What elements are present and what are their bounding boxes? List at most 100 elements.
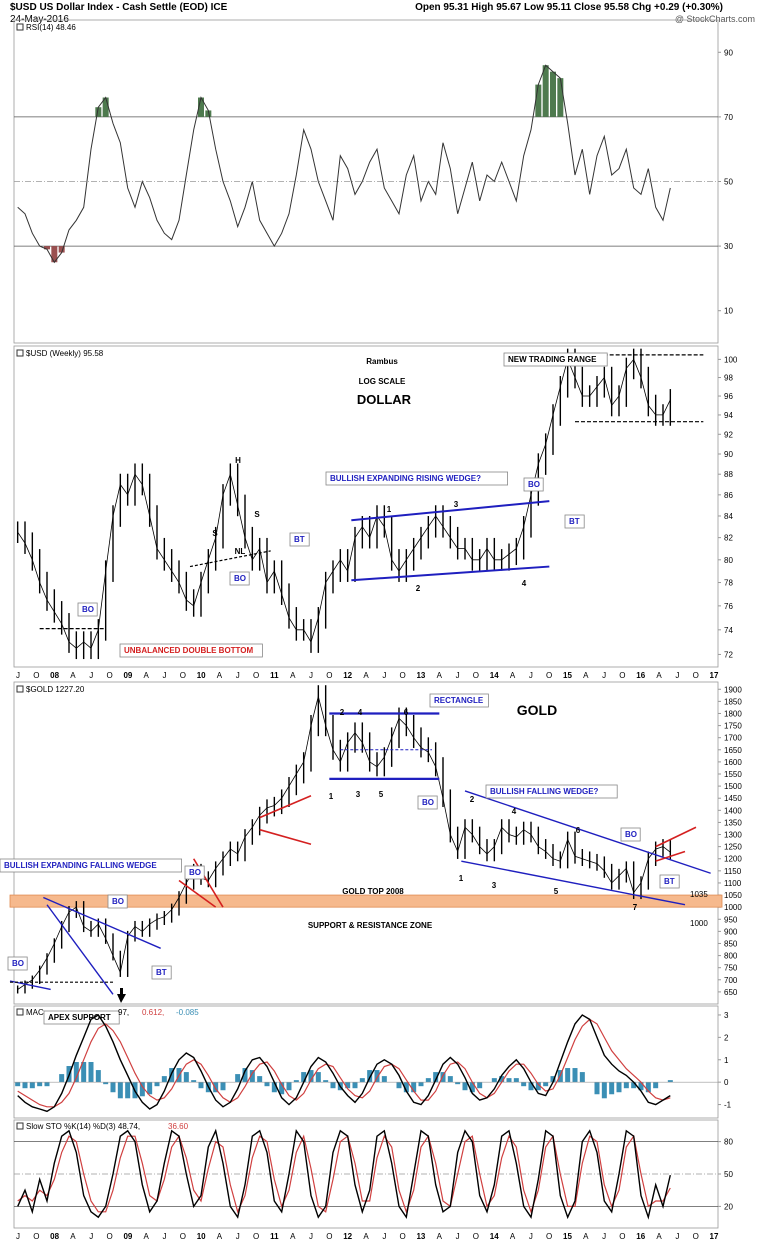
gold-ytick-label: 750 xyxy=(724,964,738,973)
macd-histogram-bar xyxy=(491,1078,497,1083)
usd-x-label: 15 xyxy=(563,671,572,680)
sto-x-label: 13 xyxy=(416,1232,425,1241)
gold-rect-wave-label: 3 xyxy=(356,790,361,799)
macd-histogram-bar xyxy=(161,1076,167,1083)
usd-author-label: Rambus xyxy=(366,357,398,366)
gold-rectangle-callout: RECTANGLE xyxy=(434,696,484,705)
usd-neckline-label: NL xyxy=(235,547,246,556)
macd-line xyxy=(17,1014,671,1113)
gold-rect-wave-label: 1 xyxy=(329,792,334,801)
macd-ytick-label: -1 xyxy=(724,1101,732,1110)
macd-histogram-bar xyxy=(374,1070,380,1083)
gold-top-2008-label: GOLD TOP 2008 xyxy=(342,887,404,896)
sto-x-label: O xyxy=(253,1232,259,1241)
macd-histogram-bar xyxy=(59,1074,65,1083)
usd-x-label: A xyxy=(510,671,516,680)
sto-x-label: 15 xyxy=(563,1232,572,1241)
macd-legend-icon xyxy=(16,1008,24,1016)
gold-ytick-label: 1200 xyxy=(724,855,742,864)
sto-x-label: 11 xyxy=(270,1232,279,1241)
rsi-overbought-fill xyxy=(557,78,564,117)
chart-header: $USD US Dollar Index - Cash Settle (EOD)… xyxy=(10,2,755,25)
rsi-ytick-label: 50 xyxy=(724,178,733,187)
usd-ytick-label: 92 xyxy=(724,430,733,439)
gold-ytick-label: 1500 xyxy=(724,782,742,791)
macd-histogram-bar xyxy=(330,1082,336,1089)
gold-ytick-label: 1650 xyxy=(724,746,742,755)
sto-x-label: A xyxy=(144,1232,150,1241)
usd-wave-label: 1 xyxy=(387,505,392,514)
macd-histogram-bar xyxy=(411,1082,417,1093)
gold-falling-wedge-callout: BULLISH FALLING WEDGE? xyxy=(490,787,599,796)
sto-legend-icon xyxy=(16,1122,24,1130)
gold-wedge-wave-label: 2 xyxy=(470,795,475,804)
gold-legend-icon xyxy=(16,685,24,693)
usd-x-label: 17 xyxy=(710,671,719,680)
sto-x-label: A xyxy=(510,1232,516,1241)
gold-ytick-label: 700 xyxy=(724,976,738,985)
usd-x-label: 13 xyxy=(416,671,425,680)
macd-histogram-bar xyxy=(15,1082,21,1087)
macd-histogram-bar xyxy=(345,1082,351,1089)
usd-x-label: 09 xyxy=(123,671,132,680)
macd-panel-frame xyxy=(13,1005,719,1119)
gold-ytick-label: 1900 xyxy=(724,685,742,694)
macd-histogram-bar xyxy=(279,1082,285,1095)
macd-histogram-bar xyxy=(513,1078,519,1083)
usd-x-label: J xyxy=(236,671,240,680)
macd-histogram-bar xyxy=(315,1072,321,1083)
gold-bo-label: BO xyxy=(12,959,24,968)
macd-histogram-bar xyxy=(455,1082,461,1085)
gold-bo-label-box xyxy=(107,894,128,909)
macd-histogram-bar xyxy=(242,1068,248,1083)
gold-wedge-bottom-line xyxy=(461,860,686,906)
macd-histogram-bar xyxy=(88,1062,94,1083)
usd-x-label: J xyxy=(675,671,679,680)
macd-histogram-bar xyxy=(667,1080,673,1083)
sto-x-label: 12 xyxy=(343,1232,352,1241)
sto-k-line xyxy=(17,1128,671,1220)
gold-exp-wedge-bottom xyxy=(46,904,114,995)
macd-histogram-bar xyxy=(220,1082,226,1091)
usd-x-label: A xyxy=(656,671,662,680)
macd-ytick-label: 3 xyxy=(724,1011,729,1020)
macd-histogram-bar xyxy=(565,1068,571,1083)
rsi-overbought-fill xyxy=(198,97,204,117)
gold-ytick-label: 1550 xyxy=(724,770,742,779)
macd-histogram-bar xyxy=(147,1082,153,1095)
usd-hs-head-label: H xyxy=(235,456,241,465)
rsi-overbought-fill xyxy=(550,71,556,117)
sto-x-label: J xyxy=(236,1232,240,1241)
gold-flag-bottom xyxy=(178,879,217,908)
macd-histogram-bar xyxy=(125,1082,131,1099)
usd-range-callout: NEW TRADING RANGE xyxy=(508,355,597,364)
rsi-ytick-label: 30 xyxy=(724,242,733,251)
sto-x-label: J xyxy=(382,1232,386,1241)
gold-bo-label-box xyxy=(620,827,641,842)
usd-x-label: O xyxy=(180,671,186,680)
macd-legend-value: 97, xyxy=(118,1008,129,1017)
usd-bt-label-box xyxy=(289,532,310,547)
sto-x-label: O xyxy=(619,1232,625,1241)
rsi-overbought-fill xyxy=(205,110,212,117)
usd-bo-label-box xyxy=(229,571,250,586)
macd-histogram-bar xyxy=(609,1082,615,1095)
macd-histogram-bar xyxy=(301,1072,307,1083)
macd-histogram-bar xyxy=(95,1070,101,1083)
usd-x-label: O xyxy=(546,671,552,680)
usd-double-bottom-callout: UNBALANCED DOUBLE BOTTOM xyxy=(124,646,254,655)
gold-bo-label-box xyxy=(7,956,28,971)
rsi-overbought-fill xyxy=(95,107,102,117)
gold-exp-wedge-callout-box xyxy=(0,858,183,873)
usd-ytick-label: 86 xyxy=(724,491,733,500)
macd-histogram-bar xyxy=(653,1082,659,1089)
sto-x-label: J xyxy=(529,1232,533,1241)
rsi-ytick-label: 70 xyxy=(724,113,733,122)
apex-arrow-icon xyxy=(117,988,126,1003)
macd-histogram-bar xyxy=(293,1080,299,1083)
usd-bt-label: BT xyxy=(294,535,305,544)
usd-x-label: O xyxy=(33,671,39,680)
rsi-legend: RSI(14) 48.46 xyxy=(26,23,76,32)
sto-x-label: J xyxy=(675,1232,679,1241)
